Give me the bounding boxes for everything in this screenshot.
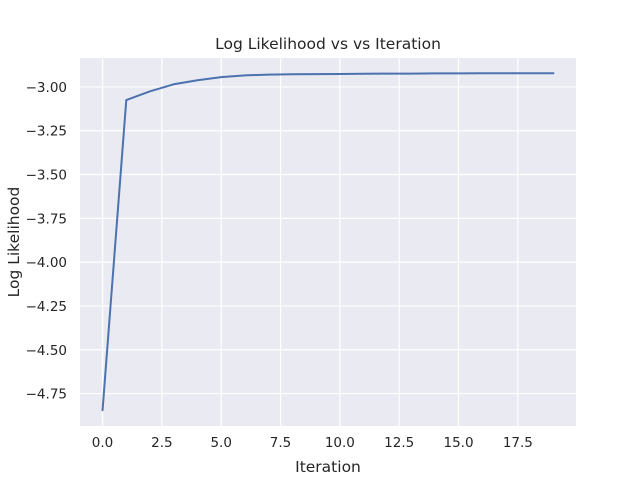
y-tick-labels: −3.00 −3.25 −3.50 −3.75 −4.00 −4.25 −4.50 −4.75 (26, 80, 67, 403)
x-axis-title: Iteration (295, 458, 361, 476)
y-tick-label: −4.75 (26, 387, 67, 403)
x-tick-label: 7.5 (270, 435, 291, 451)
x-tick-label: 5.0 (210, 435, 231, 451)
y-tick-label: −4.50 (26, 343, 67, 359)
x-tick-label: 10.0 (325, 435, 355, 451)
series-layer (101, 72, 555, 412)
series-line (101, 72, 555, 412)
grid-lines (80, 58, 576, 426)
y-axis-title: Log Likelihood (5, 187, 23, 298)
plot-area (80, 58, 576, 426)
y-tick-label: −4.25 (26, 299, 67, 315)
y-tick-label: −3.50 (26, 168, 67, 184)
x-tick-label: 15.0 (443, 435, 473, 451)
y-tick-label: −3.00 (26, 80, 67, 96)
x-tick-label: 0.0 (92, 435, 113, 451)
x-tick-label: 12.5 (384, 435, 414, 451)
y-tick-label: −3.25 (26, 124, 67, 140)
chart-title: Log Likelihood vs vs Iteration (215, 35, 441, 53)
y-tick-label: −4.00 (26, 255, 67, 271)
x-tick-label: 17.5 (503, 435, 533, 451)
x-tick-labels: 0.0 2.5 5.0 7.5 10.0 12.5 15.0 17.5 (92, 435, 533, 451)
x-tick-label: 2.5 (151, 435, 172, 451)
y-tick-label: −3.75 (26, 211, 67, 227)
